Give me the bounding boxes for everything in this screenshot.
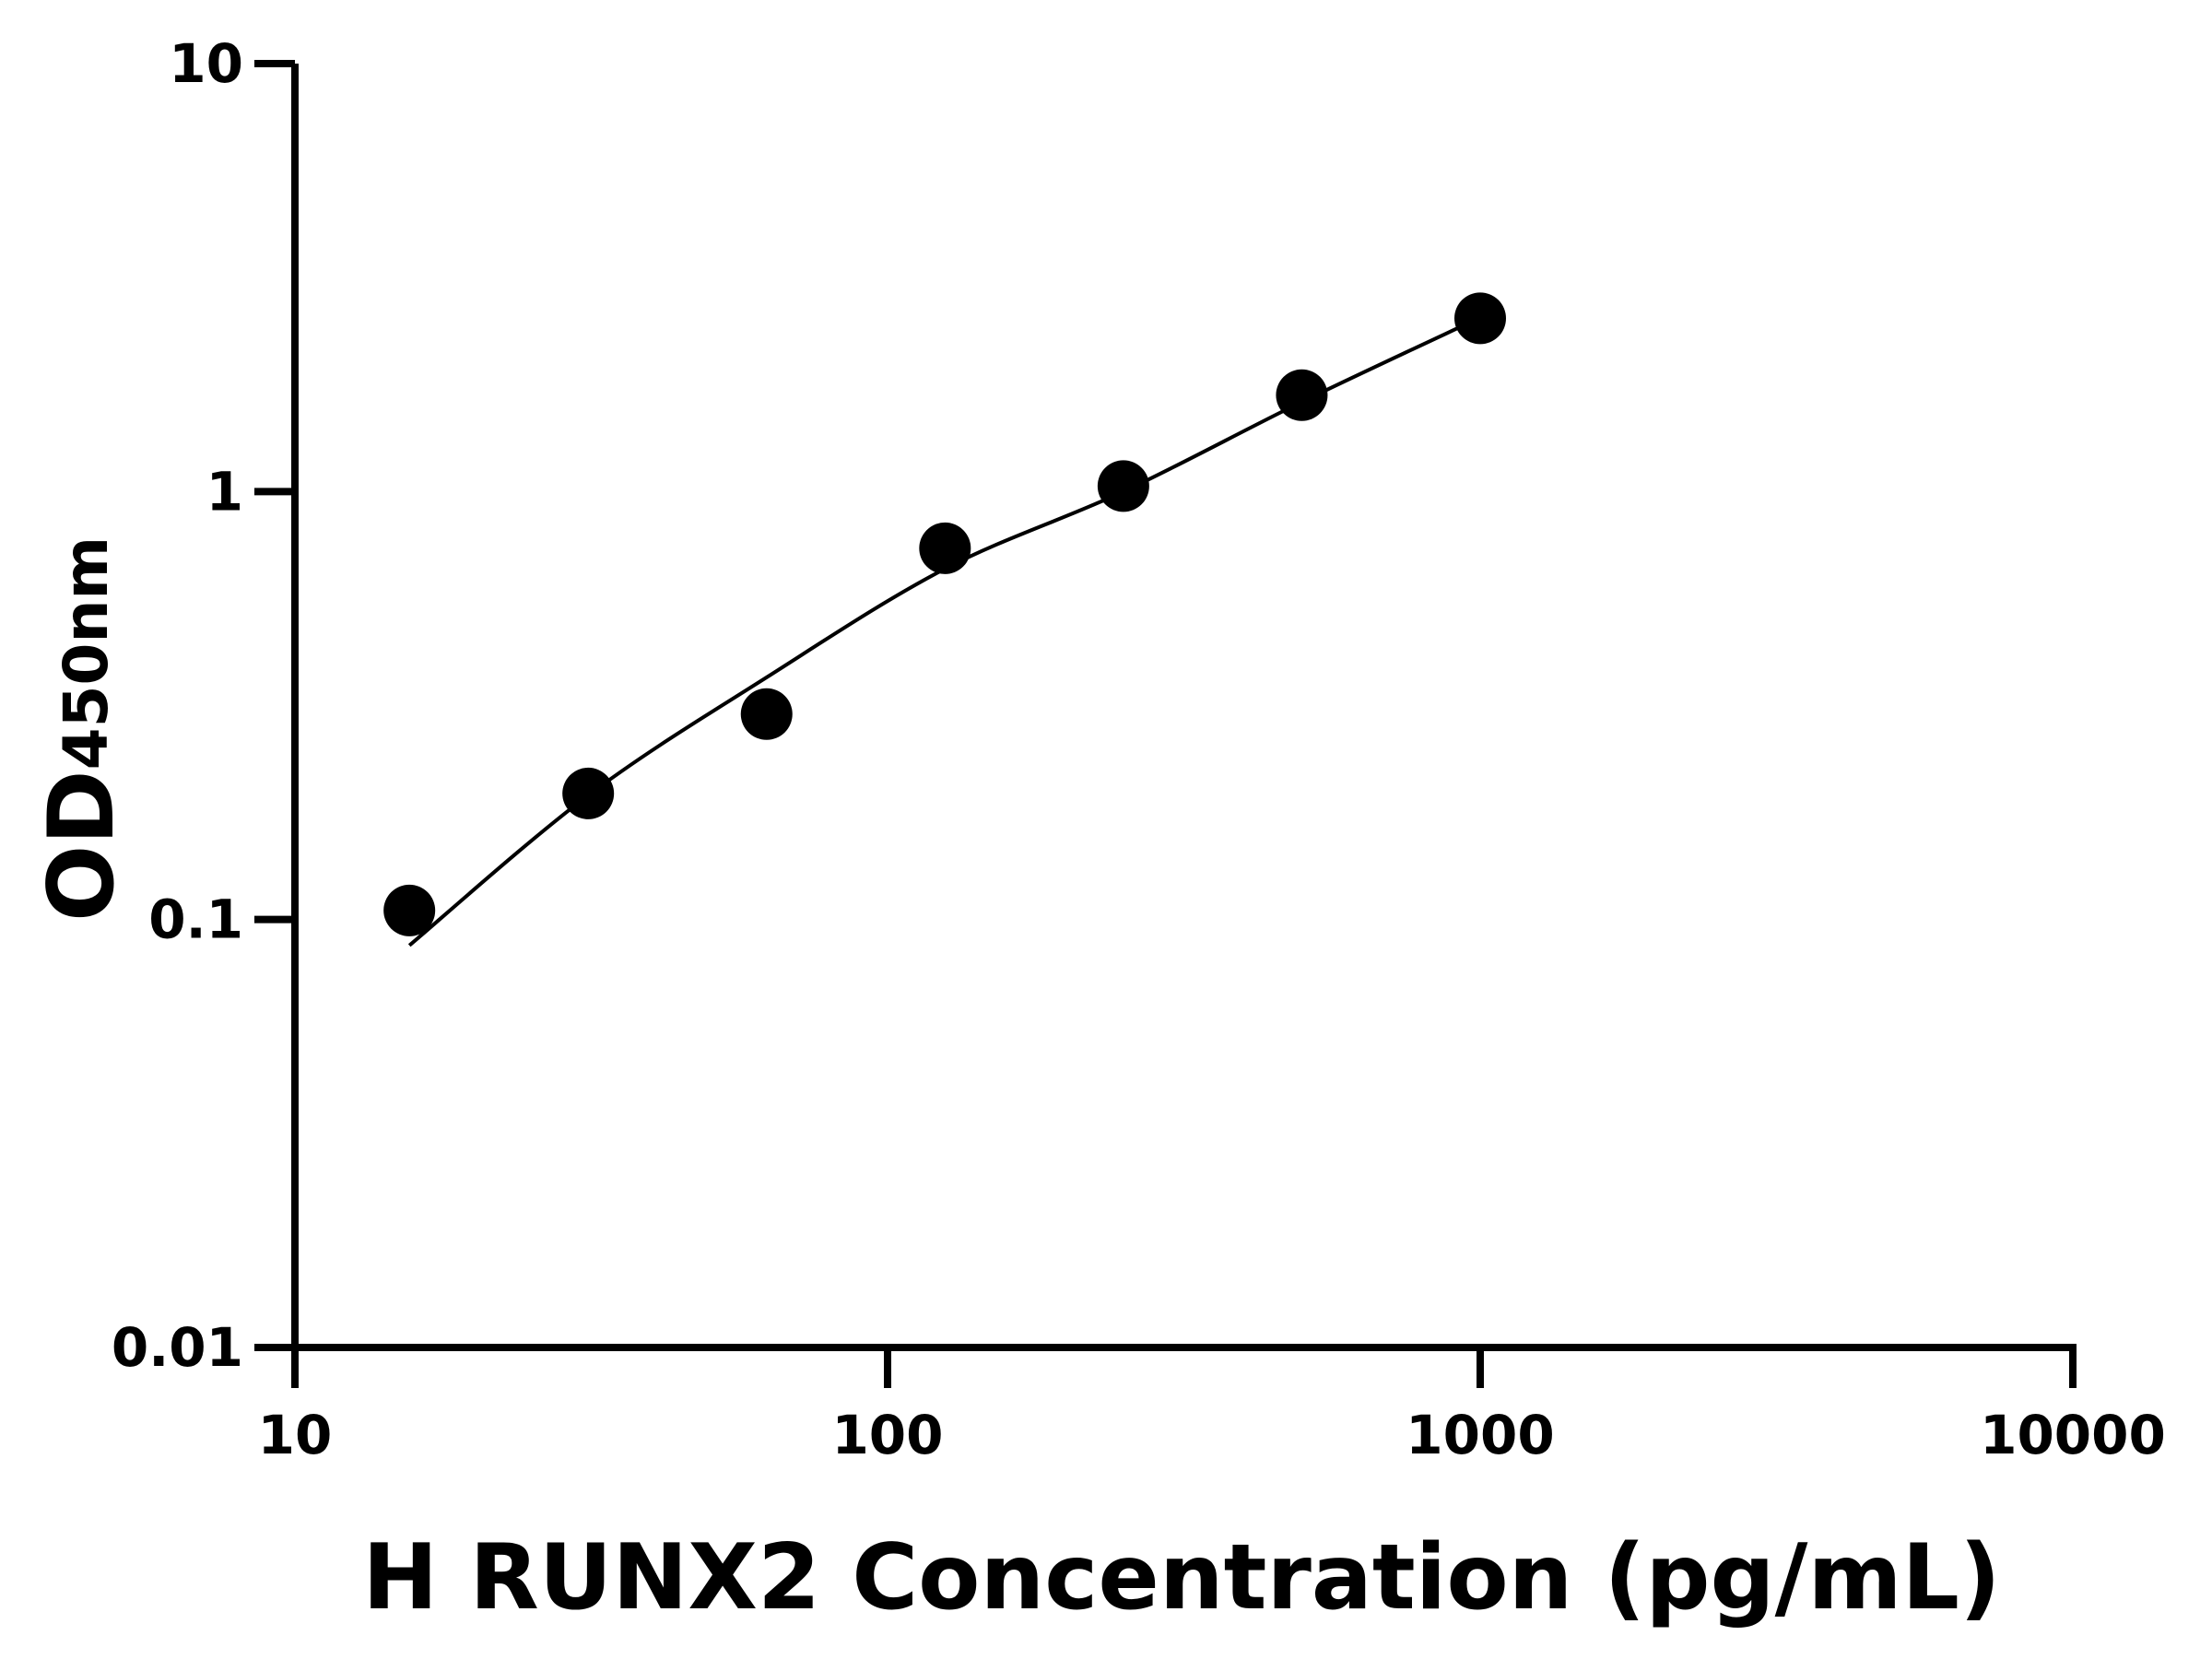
x-axis-title: H RUNX2 Concentration (pg/mL) bbox=[362, 1525, 2001, 1630]
y-tick-label: 10 bbox=[169, 32, 243, 95]
x-tick-label: 10000 bbox=[1980, 1404, 2166, 1466]
x-tick-label: 10 bbox=[258, 1404, 333, 1466]
x-tick-label: 1000 bbox=[1406, 1404, 1554, 1466]
x-tick-label: 100 bbox=[831, 1404, 943, 1466]
data-point bbox=[383, 884, 436, 936]
axes bbox=[254, 60, 2077, 1388]
data-point bbox=[740, 688, 793, 740]
data-point bbox=[1454, 292, 1506, 345]
data-points bbox=[383, 292, 1506, 936]
y-axis-title-subscript: 450nm bbox=[51, 536, 122, 771]
y-tick-label: 0.01 bbox=[112, 1316, 243, 1379]
y-axis-title-main: OD bbox=[29, 770, 135, 922]
data-point bbox=[562, 767, 615, 819]
y-axis-title: OD450nm bbox=[29, 536, 135, 922]
tick-labels: 10 100 1000 10000 0.01 0.1 1 10 bbox=[112, 32, 2166, 1466]
data-point bbox=[919, 522, 971, 574]
data-point bbox=[1276, 369, 1328, 421]
data-point bbox=[1097, 460, 1149, 512]
y-tick-label: 0.1 bbox=[148, 888, 243, 951]
y-tick-label: 1 bbox=[206, 460, 243, 523]
